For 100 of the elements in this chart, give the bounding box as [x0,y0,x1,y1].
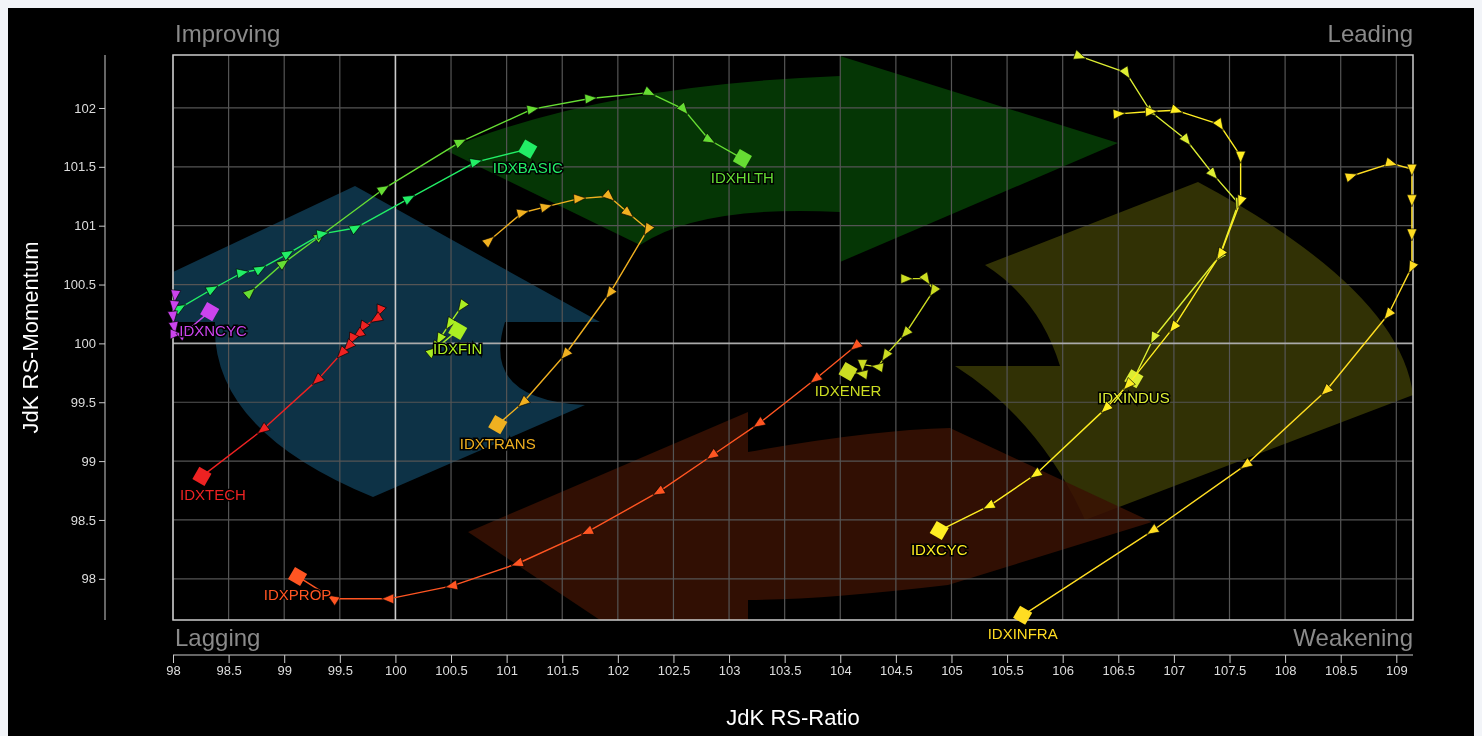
x-tick-label: 104 [829,663,852,679]
x-tick-label: 100.5 [435,663,468,679]
y-tick-label: 99 [81,453,96,469]
point [918,271,931,285]
point [601,188,615,202]
y-axis-title: JdK RS-Momentum [18,241,43,434]
x-tick-label: 98 [166,663,181,679]
point [900,273,914,284]
point [870,362,885,373]
series-label: IDXHLTH [710,168,774,186]
point [1320,383,1334,396]
point [929,283,941,297]
x-tick-label: 108 [1274,663,1297,679]
point [257,422,271,434]
y-tick-label: 101.5 [63,159,96,175]
point [469,158,483,169]
point [676,101,689,115]
point [1112,108,1126,120]
text: Leading [1327,20,1413,47]
x-tick-label: 98.5 [216,663,242,679]
point [204,285,219,297]
point [510,556,525,567]
point [605,285,618,299]
y-tick-label: 102 [74,100,96,116]
x-tick-label: 99.5 [327,663,353,679]
point [982,498,997,510]
series-label: IDXINFRA [987,625,1058,643]
y-tick-label: 99.5 [70,394,96,410]
point [652,484,667,496]
x-tick-label: 109 [1385,663,1408,679]
y-tick-label: 101 [74,218,96,234]
x-tick-label: 105.5 [991,663,1024,679]
point [810,371,824,384]
point [401,194,416,206]
point [752,416,767,428]
point [457,298,470,312]
point [169,299,180,313]
point [252,265,267,277]
series-label: IDXFIN [433,340,483,358]
x-tick-label: 100 [385,663,407,679]
series-label: IDXPROP [263,586,332,604]
point [581,524,595,535]
series-label: IDXNCYC [179,321,247,339]
point [444,579,459,591]
x-tick-label: 105 [941,663,963,679]
y-tick-label: 100.5 [63,277,96,293]
point [167,310,178,324]
point [1344,172,1358,183]
point [1240,457,1254,469]
point [275,258,290,271]
point [1029,466,1044,479]
series-label: IDXBASIC [492,159,563,177]
point [445,316,458,330]
text: Weakening [1293,624,1413,651]
point [453,138,467,150]
point [1406,228,1418,242]
point [481,236,495,249]
point [515,208,530,220]
point [1146,523,1160,535]
x-tick-label: 101 [496,663,518,679]
point [312,372,325,385]
series-label: IDXTECH [180,486,246,504]
series-label: IDXTRANS [459,434,536,452]
point [315,229,330,241]
x-tick-label: 102.5 [657,663,691,679]
point [560,346,573,360]
point [1384,156,1398,168]
point [855,369,869,381]
point [526,104,540,116]
point [1406,194,1418,208]
point [706,447,720,460]
x-tick-label: 107.5 [1213,663,1247,679]
text: Lagging [175,624,261,651]
point [343,338,357,352]
point [1205,166,1218,180]
text: Improving [175,20,281,47]
point [573,193,587,205]
point [539,202,553,214]
x-tick-label: 99 [277,663,292,679]
point [900,325,914,339]
y-tick-label: 98 [81,571,96,587]
point [370,311,384,323]
x-tick-label: 102 [607,663,630,679]
point [235,268,250,279]
point [643,222,656,236]
point [242,287,256,301]
x-tick-label: 103 [718,663,741,679]
series-label: IDXENER [814,381,882,399]
x-axis-title: JdK RS-Ratio [726,705,860,730]
y-tick-label: 98.5 [70,512,96,528]
point [1150,330,1161,345]
point [170,289,182,303]
point [1235,150,1246,164]
point [620,205,634,218]
point [1169,319,1182,333]
y-tick-label: 100 [74,336,96,352]
x-tick-label: 106.5 [1102,663,1136,679]
point [850,338,864,351]
point [381,593,395,605]
x-tick-label: 101.5 [546,663,580,679]
